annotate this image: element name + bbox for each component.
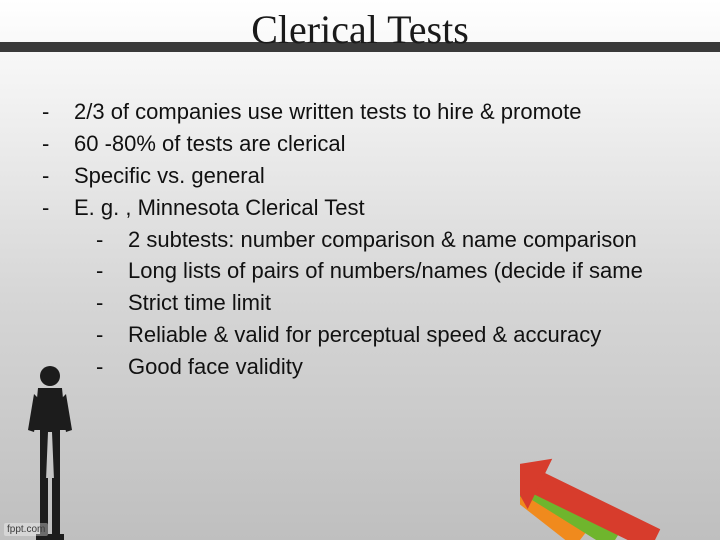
bullet-dash: -	[94, 255, 128, 287]
subbullet-text: Long lists of pairs of numbers/names (de…	[128, 255, 643, 287]
subbullet-row: - Reliable & valid for perceptual speed …	[40, 319, 720, 351]
bullet-dash: -	[40, 96, 74, 128]
subbullet-text: Good face validity	[128, 351, 303, 383]
bullet-dash: -	[40, 160, 74, 192]
subbullet-row: - Long lists of pairs of numbers/names (…	[40, 255, 720, 287]
slide: Clerical Tests - 2/3 of companies use wr…	[0, 0, 720, 540]
bullet-row: - Specific vs. general	[40, 160, 720, 192]
arrows-icon	[520, 390, 720, 540]
bullet-text: 2/3 of companies use written tests to hi…	[74, 96, 581, 128]
bullet-dash: -	[94, 287, 128, 319]
content-area: - 2/3 of companies use written tests to …	[40, 96, 720, 383]
bullet-text: E. g. , Minnesota Clerical Test	[74, 192, 365, 224]
subbullet-text: 2 subtests: number comparison & name com…	[128, 224, 637, 256]
subbullet-row: - 2 subtests: number comparison & name c…	[40, 224, 720, 256]
businessman-icon	[20, 360, 80, 540]
bullet-text: 60 -80% of tests are clerical	[74, 128, 345, 160]
bullet-dash: -	[40, 128, 74, 160]
subbullet-text: Strict time limit	[128, 287, 271, 319]
bullet-dash: -	[94, 319, 128, 351]
bullet-row: - E. g. , Minnesota Clerical Test	[40, 192, 720, 224]
watermark: fppt.com	[4, 523, 48, 536]
subbullet-row: - Good face validity	[40, 351, 720, 383]
bullet-dash: -	[40, 192, 74, 224]
bullet-row: - 2/3 of companies use written tests to …	[40, 96, 720, 128]
bullet-row: - 60 -80% of tests are clerical	[40, 128, 720, 160]
subbullet-text: Reliable & valid for perceptual speed & …	[128, 319, 601, 351]
subbullet-row: - Strict time limit	[40, 287, 720, 319]
slide-title: Clerical Tests	[0, 0, 720, 53]
bullet-dash: -	[94, 351, 128, 383]
bullet-text: Specific vs. general	[74, 160, 265, 192]
bullet-dash: -	[94, 224, 128, 256]
